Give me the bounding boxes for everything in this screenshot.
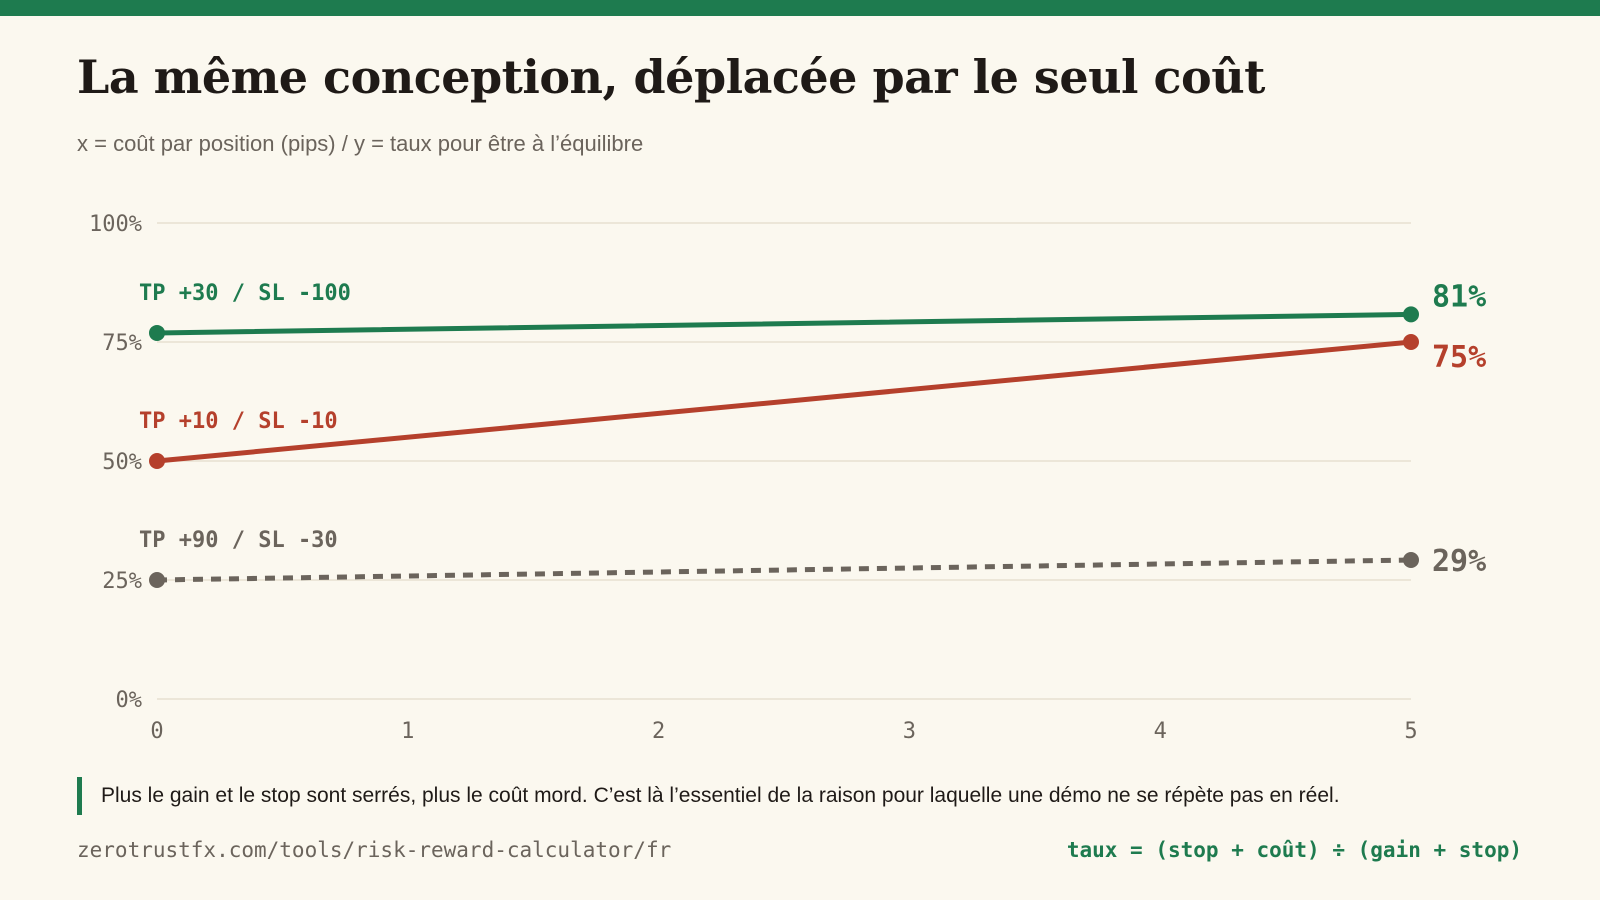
- data-point: [1403, 334, 1419, 350]
- footnote: Plus le gain et le stop sont serrés, plu…: [101, 784, 1340, 807]
- series-label: TP +10 / SL -10: [139, 409, 338, 434]
- series-label: TP +30 / SL -100: [139, 281, 351, 306]
- x-tick-label: 2: [652, 719, 665, 744]
- note-accent-bar: [77, 777, 82, 815]
- data-point: [1403, 306, 1419, 323]
- data-point: [1403, 552, 1419, 569]
- formula: taux = (stop + coût) ÷ (gain + stop): [1066, 838, 1522, 862]
- top-accent-bar: [0, 0, 1600, 16]
- end-value-label: 81%: [1432, 279, 1486, 314]
- y-tick-label: 75%: [102, 331, 142, 356]
- y-tick-label: 25%: [102, 569, 142, 594]
- end-value-label: 75%: [1432, 340, 1486, 375]
- series-line-2: [154, 339, 1414, 464]
- end-value-label: 29%: [1432, 544, 1486, 579]
- x-tick-label: 1: [401, 719, 414, 744]
- source-url: zerotrustfx.com/tools/risk-reward-calcul…: [77, 838, 672, 862]
- y-tick-label: 100%: [89, 212, 142, 237]
- chart-title: La même conception, déplacée par le seul…: [77, 50, 1265, 104]
- x-tick-label: 0: [150, 719, 163, 744]
- data-point: [149, 324, 165, 341]
- series-label: TP +90 / SL -30: [139, 528, 338, 553]
- x-tick-label: 4: [1154, 719, 1167, 744]
- chart-subtitle: x = coût par position (pips) / y = taux …: [77, 131, 644, 156]
- series-line-3: [156, 557, 1412, 583]
- y-tick-label: 50%: [102, 450, 142, 475]
- series-line-1: [154, 311, 1414, 336]
- x-tick-label: 3: [903, 719, 916, 744]
- data-point: [149, 572, 165, 588]
- y-tick-label: 0%: [116, 688, 143, 713]
- data-point: [149, 453, 165, 469]
- line-chart: 0% 25% 50% 75% 100% 0 1 2 3 4 5 TP +30 / SL -100 81%…: [89, 212, 1486, 744]
- x-tick-label: 5: [1404, 719, 1417, 744]
